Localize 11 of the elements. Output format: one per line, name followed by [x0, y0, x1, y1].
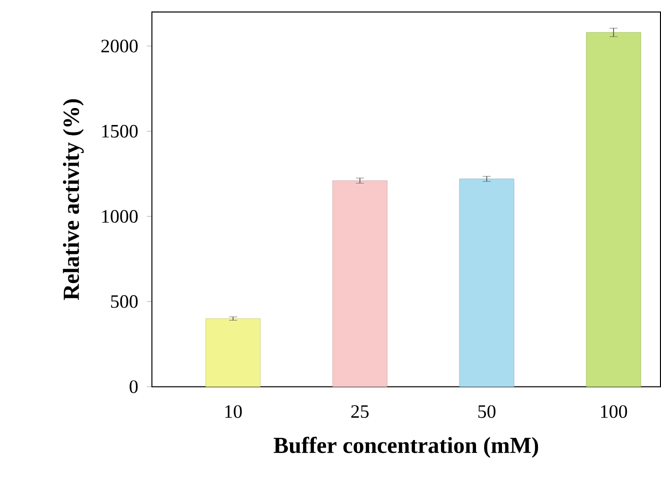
y-tick-label: 1000 — [102, 210, 138, 223]
y-tick-label: 500 — [111, 295, 138, 308]
x-tick-label: 25 — [351, 405, 369, 418]
x-tick-label: 10 — [225, 405, 242, 418]
y-tick-label: 1500 — [102, 125, 138, 138]
y-axis-title: Relative activity (%) — [62, 99, 84, 300]
x-tick-label: 50 — [478, 405, 496, 418]
y-tick-label: 2000 — [101, 40, 138, 53]
x-tick-label: 100 — [601, 405, 628, 418]
x-axis-title: Buffer concentration (mM) — [274, 436, 538, 458]
y-tick-label: 0 — [130, 380, 138, 394]
